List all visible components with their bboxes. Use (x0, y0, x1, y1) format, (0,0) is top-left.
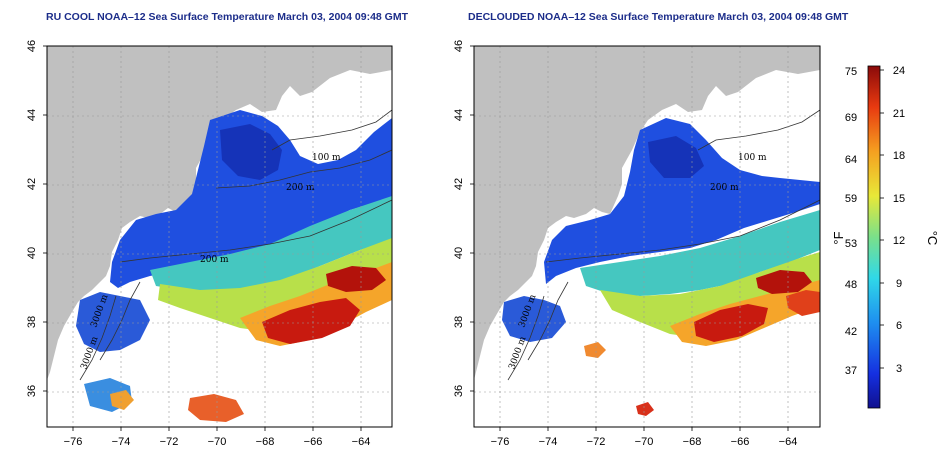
contour-label: 100 m (312, 153, 341, 163)
contour-label: 200 m (200, 255, 229, 265)
warm-eddy (326, 266, 386, 292)
x-tick-label: −74 (112, 436, 131, 448)
map-panel-left: 100 m 200 m 200 m 3000 m 3000 m − (26, 40, 393, 448)
x-tick-label: −66 (731, 436, 750, 448)
colorbar-label-fahrenheit: 48 (845, 279, 857, 291)
contour-line-100m (271, 109, 392, 151)
map-frame (46, 45, 393, 428)
y-tick-label: 42 (453, 178, 465, 190)
x-tick-label: −76 (64, 436, 83, 448)
colorbar-labels: 75 69 64 59 53 48 42 37 24 21 18 15 12 9 6 3 (845, 65, 905, 377)
y-tick-label: 38 (453, 316, 465, 328)
y-tick-label: 42 (26, 178, 38, 190)
map-frame (473, 45, 821, 428)
x-tick-label: −64 (779, 436, 798, 448)
land-mass (474, 46, 820, 380)
cold-water-region (544, 118, 820, 284)
warm-eddy (756, 270, 812, 294)
contour-line-200m (215, 149, 392, 189)
deep-cold-patch (648, 136, 704, 178)
nearshore-water (76, 292, 150, 352)
contour-label: 100 m (738, 153, 767, 163)
colorbar-gradient (867, 65, 881, 409)
colorbar: 75 69 64 59 53 48 42 37 24 21 18 15 12 9 6 3 °F °C (831, 65, 940, 409)
warm-patch-south (636, 402, 654, 416)
gulf-stream-core (262, 298, 360, 344)
x-tick-label: −68 (256, 436, 275, 448)
contour-label: 200 m (286, 183, 315, 193)
colorbar-label-celsius: 24 (893, 65, 905, 77)
colorbar-label-fahrenheit: 59 (845, 193, 857, 205)
cold-water-region (110, 110, 392, 288)
x-tick-label: −70 (208, 436, 227, 448)
y-tick-label: 36 (26, 385, 38, 397)
warm-patch-small (584, 342, 606, 358)
nearshore-water (502, 296, 566, 342)
colorbar-label-fahrenheit: 69 (845, 112, 857, 124)
y-tick-label: 46 (26, 40, 38, 52)
contour-label: 200 m (710, 183, 739, 193)
y-tick-label: 40 (453, 247, 465, 259)
warm-patch-southwest (110, 390, 134, 410)
contour-line-3000m (99, 281, 141, 361)
graticule (47, 46, 392, 427)
map-panel-right: 100 m 200 m 3000 m 3000 m −76 −74 −72 −70 −6… (453, 40, 821, 448)
axis-ticks-left: −76 −74 −72 −70 −68 −66 −64 46 44 42 40 38 36 (26, 40, 370, 448)
x-tick-label: −76 (491, 436, 510, 448)
colorbar-label-fahrenheit: 64 (845, 154, 857, 166)
contour-line-3000m-b (507, 295, 545, 381)
colorbar-label-celsius: 15 (893, 193, 905, 205)
y-tick-label: 36 (453, 385, 465, 397)
warm-patch-south (188, 394, 244, 422)
contour-line-100m (697, 109, 820, 151)
contour-line-3000m (527, 281, 569, 361)
colorbar-label-celsius: 3 (896, 363, 902, 375)
colorbar-label-fahrenheit: 42 (845, 326, 857, 338)
colorbar-label-fahrenheit: 37 (845, 365, 857, 377)
x-tick-label: −72 (587, 436, 606, 448)
shelf-water-region (580, 210, 820, 296)
axis-ticks-right: −76 −74 −72 −70 −68 −66 −64 46 44 42 40 38 36 (453, 40, 797, 448)
x-tick-label: −66 (304, 436, 323, 448)
contour-line-3000m-b (79, 295, 117, 381)
colorbar-label-celsius: 6 (896, 320, 902, 332)
colorbar-label-celsius: 9 (896, 278, 902, 290)
colorbar-label-fahrenheit: 53 (845, 238, 857, 250)
slope-water-region (600, 252, 820, 338)
colorbar-unit-celsius: °C (925, 231, 940, 246)
y-tick-label: 40 (26, 247, 38, 259)
y-tick-label: 44 (26, 109, 38, 121)
map-title-left: RU COOL NOAA–12 Sea Surface Temperature … (46, 11, 409, 23)
contour-line-200m (545, 199, 820, 263)
colorbar-label-celsius: 12 (893, 235, 905, 247)
colorbar-label-celsius: 18 (893, 150, 905, 162)
contour-line-200m-b (119, 199, 392, 263)
colorbar-label-fahrenheit: 75 (845, 66, 857, 78)
y-tick-label: 46 (453, 40, 465, 52)
y-tick-label: 38 (26, 316, 38, 328)
warm-eddy-east (786, 290, 820, 316)
colorbar-label-celsius: 21 (893, 108, 905, 120)
y-tick-label: 44 (453, 109, 465, 121)
land-mass (47, 46, 392, 380)
x-tick-label: −72 (160, 436, 179, 448)
deep-cold-patch (220, 124, 282, 180)
map-title-right: DECLOUDED NOAA–12 Sea Surface Temperatur… (468, 11, 849, 23)
x-tick-label: −64 (352, 436, 371, 448)
x-tick-label: −74 (539, 436, 558, 448)
graticule (474, 46, 820, 427)
colorbar-unit-fahrenheit: °F (831, 231, 846, 244)
x-tick-label: −70 (635, 436, 654, 448)
x-tick-label: −68 (683, 436, 702, 448)
